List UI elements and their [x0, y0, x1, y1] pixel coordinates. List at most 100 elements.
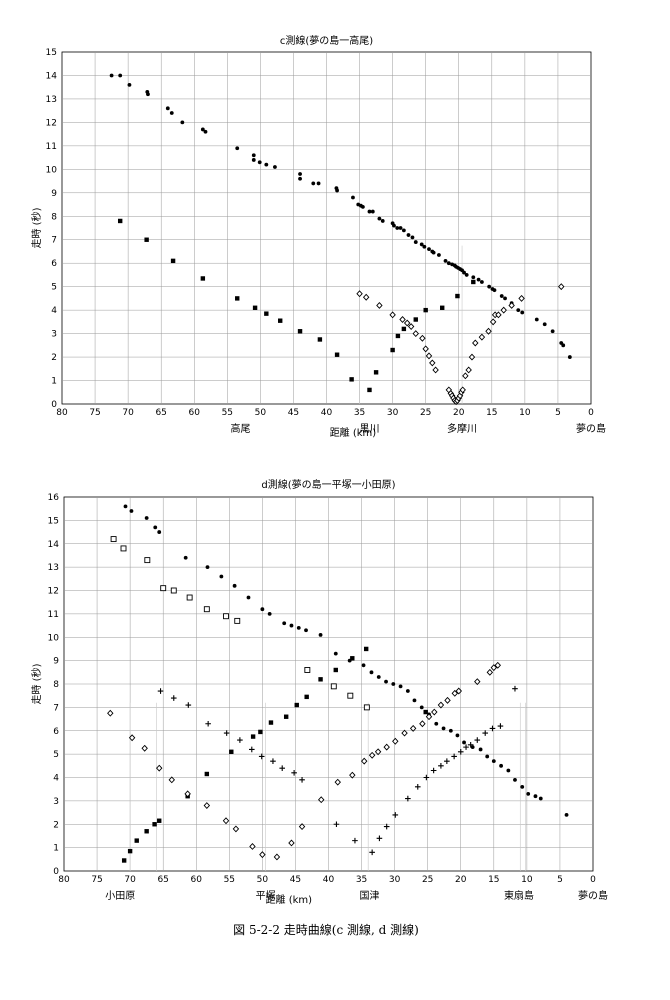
- data-point-dot: [431, 250, 436, 255]
- data-point-dot: [183, 555, 188, 560]
- data-point-dot: [499, 763, 503, 768]
- place-label: 小田原: [105, 890, 135, 902]
- data-point-square: [367, 387, 372, 393]
- data-point-dot: [520, 784, 525, 789]
- y-tick-label: 5: [51, 283, 57, 293]
- data-point-plus: [451, 753, 457, 760]
- data-point-dot: [153, 525, 158, 530]
- data-point-diamond: [468, 353, 476, 361]
- data-point-square: [471, 279, 476, 285]
- chart-d-marks: [107, 504, 569, 863]
- data-point-dot: [398, 226, 403, 230]
- data-point-open-diamond: [288, 839, 295, 847]
- chart-c: 80 75 70 65 60 55 50 45 40 35 30 25 20 15 10 5 001234567…: [30, 34, 606, 439]
- data-point-dot: [144, 516, 149, 520]
- data-point-plus: [467, 741, 474, 748]
- data-point-dot: [200, 127, 205, 132]
- data-point-dot: [487, 284, 492, 289]
- data-point-dot: [471, 275, 476, 280]
- data-point-filled-square: [204, 771, 210, 777]
- data-point-open-square: [304, 667, 311, 673]
- data-point-plus: [405, 795, 411, 802]
- data-point-diamond: [403, 319, 411, 327]
- y-tick-label: 0: [51, 400, 57, 410]
- data-point-plus: [376, 835, 383, 842]
- data-point-square: [423, 307, 428, 313]
- x-tick-label: 10: [519, 408, 531, 418]
- x-tick-label: 20: [453, 408, 465, 418]
- data-point-dot: [146, 92, 150, 97]
- series-dot: [123, 504, 569, 817]
- figure-caption: 図 5-2-2 走時曲線(c 測線, d 測線): [233, 922, 419, 937]
- x-tick-label: 65: [157, 875, 168, 885]
- data-point-square: [170, 258, 176, 264]
- data-point-open-diamond: [444, 696, 451, 704]
- data-point-dot: [406, 233, 411, 237]
- data-point-plus: [392, 812, 399, 818]
- series-open-diamond: [107, 661, 501, 861]
- data-point-dot: [485, 754, 490, 759]
- y-tick-label: 12: [48, 587, 59, 597]
- data-point-filled-square: [350, 656, 355, 661]
- data-point-diamond: [508, 301, 515, 309]
- chart-d: 80 75 70 65 60 55 50 45 40 35 30 25 20 15 10 5 001234567…: [30, 478, 608, 906]
- data-point-open-diamond: [128, 734, 136, 742]
- data-point-square: [413, 317, 418, 322]
- y-tick-label: 2: [53, 820, 59, 830]
- data-point-square: [390, 347, 395, 353]
- data-point-plus: [205, 720, 211, 727]
- y-tick-label: 16: [48, 493, 60, 503]
- data-point-dot: [123, 504, 128, 509]
- data-point-diamond: [472, 339, 479, 347]
- data-point-square: [252, 305, 258, 310]
- series-square: [117, 218, 476, 393]
- place-label: 多摩川: [447, 422, 477, 435]
- place-label: 夢の島: [576, 422, 606, 435]
- x-tick-label: 15: [488, 875, 499, 885]
- x-tick-label: 5: [557, 875, 563, 885]
- data-point-open-diamond: [168, 776, 175, 784]
- data-point-open-square: [186, 594, 193, 601]
- data-point-plus: [457, 748, 464, 755]
- data-point-plus: [383, 823, 390, 830]
- y-tick-label: 5: [53, 750, 59, 760]
- x-tick-label: 10: [521, 875, 533, 885]
- data-point-dot: [257, 160, 262, 165]
- data-point-dot: [127, 82, 132, 87]
- data-point-open-square: [234, 617, 241, 624]
- x-tick-label: 75: [89, 408, 100, 418]
- data-point-plus: [258, 753, 265, 760]
- data-point-dot: [260, 607, 265, 612]
- data-point-dot: [479, 280, 484, 284]
- data-point-square: [395, 333, 401, 339]
- data-point-dot: [567, 355, 572, 359]
- x-tick-label: 0: [588, 408, 594, 418]
- data-point-filled-square: [127, 848, 133, 854]
- data-point-open-diamond: [368, 751, 376, 759]
- data-point-square: [455, 293, 460, 299]
- y-tick-label: 4: [51, 306, 57, 316]
- y-tick-label: 3: [51, 330, 57, 340]
- chart-d-y-axis-label: 走時 (秒): [30, 663, 43, 704]
- x-tick-label: 70: [124, 875, 136, 885]
- data-point-open-diamond: [451, 689, 459, 697]
- x-tick-label: 25: [422, 875, 433, 885]
- data-point-dot: [492, 288, 497, 293]
- data-point-open-square: [330, 683, 337, 690]
- chart-d-ticks: 80 75 70 65 60 55 50 45 40 35 30 25 20 15 10 5 001234567…: [48, 493, 597, 885]
- data-point-open-square: [170, 587, 177, 594]
- data-point-diamond: [389, 311, 396, 319]
- data-point-dot: [251, 158, 256, 162]
- chart-c-marks: [109, 73, 572, 406]
- data-point-dot: [437, 253, 441, 257]
- data-point-dot: [335, 188, 339, 193]
- place-label: 平塚: [256, 890, 276, 902]
- data-point-dot: [395, 226, 400, 230]
- y-tick-label: 2: [51, 353, 57, 363]
- chart-c-place-labels: 高尾 黒川 多摩川 夢の島: [231, 422, 606, 435]
- data-point-open-diamond: [273, 853, 281, 861]
- data-point-diamond: [356, 290, 363, 298]
- x-tick-label: 55: [224, 875, 235, 885]
- data-point-plus: [463, 744, 469, 750]
- chart-c-x-axis-label: 距離 (km): [330, 426, 377, 439]
